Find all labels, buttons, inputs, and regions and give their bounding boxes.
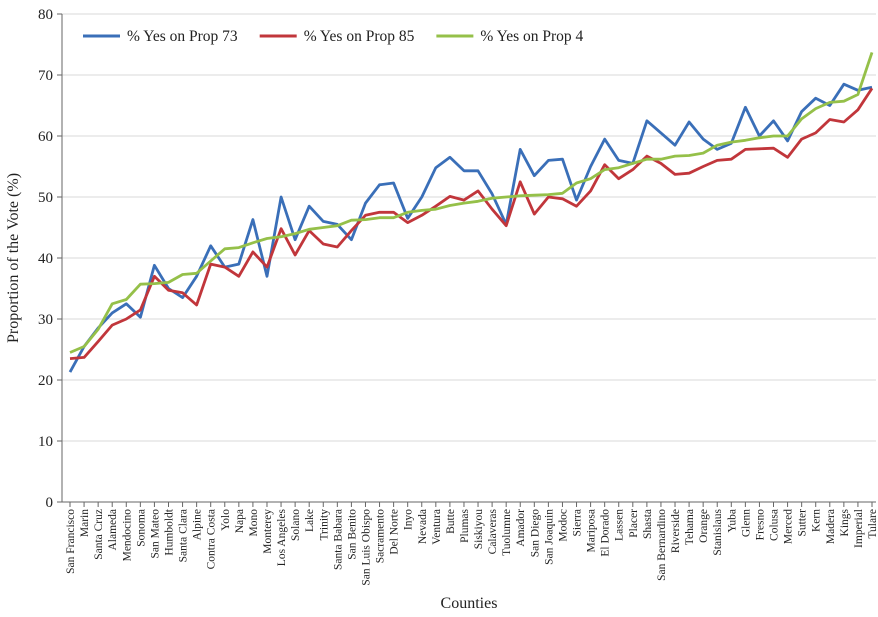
- legend-label: % Yes on Prop 4: [480, 28, 583, 45]
- x-tick-label: Ventura: [431, 509, 443, 545]
- y-tick-label: 10: [38, 434, 53, 450]
- x-tick-label: Mendocino: [121, 509, 133, 562]
- x-tick-label: Riverside: [670, 509, 682, 553]
- x-tick-label: Solano: [290, 509, 302, 541]
- x-tick-label: Lassen: [614, 509, 626, 541]
- x-tick-label: Calaveras: [487, 508, 499, 554]
- legend-label: % Yes on Prop 85: [304, 28, 415, 45]
- x-tick-label: San Francisco: [65, 509, 77, 574]
- x-tick-label: San Bernardino: [656, 509, 668, 581]
- y-tick-label: 20: [38, 373, 53, 389]
- x-tick-label: Kings: [839, 508, 851, 536]
- y-tick-label: 50: [38, 190, 53, 206]
- x-tick-label: Napa: [234, 509, 246, 533]
- x-tick-label: San Joaquin: [543, 509, 555, 565]
- x-tick-label: Alameda: [107, 509, 119, 551]
- x-tick-label: San Mateo: [149, 509, 161, 559]
- x-tick-label: Fresno: [754, 509, 766, 541]
- x-tick-label: Marin: [79, 509, 91, 537]
- x-tick-label: Placer: [628, 509, 640, 538]
- x-tick-label: Inyo: [403, 509, 415, 530]
- x-tick-label: Butte: [445, 509, 457, 534]
- x-tick-label: Alpine: [192, 509, 204, 540]
- x-tick-label: El Dorado: [600, 509, 612, 557]
- x-tick-label: Santa Babara: [332, 509, 344, 570]
- x-tick-label: San Benito: [346, 509, 358, 560]
- x-tick-label: Shasta: [642, 509, 654, 539]
- y-tick-label: 40: [38, 251, 53, 267]
- x-tick-label: Sutter: [797, 509, 809, 537]
- x-tick-label: Tulare: [867, 509, 878, 539]
- x-tick-label: Yuba: [726, 509, 738, 533]
- x-tick-label: Sierra: [572, 509, 584, 536]
- x-tick-label: Orange: [698, 509, 710, 543]
- x-tick-label: Merced: [783, 509, 795, 544]
- x-tick-label: Madera: [825, 509, 837, 544]
- x-tick-label: Kern: [811, 509, 823, 532]
- x-tick-label: Sacramento: [375, 509, 387, 564]
- x-tick-label: San Luis Obispo: [360, 509, 372, 586]
- x-tick-label: Nevada: [417, 509, 429, 544]
- x-tick-label: Del Norte: [389, 509, 401, 555]
- x-tick-label: Trinity: [318, 509, 330, 541]
- x-tick-label: Yolo: [220, 509, 232, 531]
- y-tick-label: 0: [46, 495, 54, 511]
- x-tick-label: Colusa: [769, 509, 781, 541]
- y-tick-label: 60: [38, 129, 53, 145]
- x-tick-label: Plumas: [459, 508, 471, 542]
- x-tick-label: Modoc: [557, 509, 569, 542]
- x-tick-label: Glenn: [740, 509, 752, 537]
- legend-label: % Yes on Prop 73: [127, 28, 238, 45]
- y-tick-label: 70: [38, 68, 53, 84]
- x-tick-label: Sonoma: [135, 509, 147, 547]
- x-tick-label: Santa Clara: [178, 509, 190, 562]
- x-tick-label: San Diego: [529, 509, 541, 557]
- x-tick-label: Stanislaus: [712, 508, 724, 555]
- y-axis-label: Proportion of the Vote (%): [5, 173, 22, 343]
- x-tick-label: Lake: [304, 509, 316, 532]
- x-tick-label: Los Angeles: [276, 508, 288, 566]
- series-line: [69, 87, 874, 360]
- x-tick-label: Amador: [515, 509, 527, 547]
- y-tick-label: 80: [38, 7, 53, 23]
- x-tick-label: Mariposa: [586, 509, 598, 552]
- x-tick-label: Santa Cruz: [93, 509, 105, 560]
- x-tick-label: Siskiyou: [473, 509, 485, 550]
- x-tick-label: Contra Costa: [206, 509, 218, 569]
- x-tick-label: Imperial: [853, 509, 865, 548]
- y-tick-label: 30: [38, 312, 53, 328]
- x-axis-label: Counties: [441, 595, 498, 612]
- series-line: [69, 51, 874, 354]
- series-line: [68, 82, 873, 373]
- x-tick-label: Mono: [248, 509, 260, 537]
- x-tick-label: Tuolumne: [501, 509, 513, 556]
- x-tick-label: Tehama: [684, 509, 696, 545]
- x-tick-label: Humboldt: [163, 508, 175, 555]
- x-tick-label: Monterey: [262, 509, 274, 554]
